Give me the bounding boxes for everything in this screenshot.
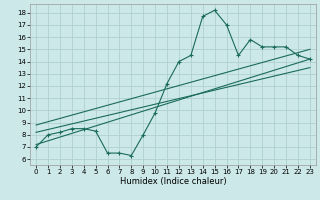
X-axis label: Humidex (Indice chaleur): Humidex (Indice chaleur) <box>120 177 226 186</box>
